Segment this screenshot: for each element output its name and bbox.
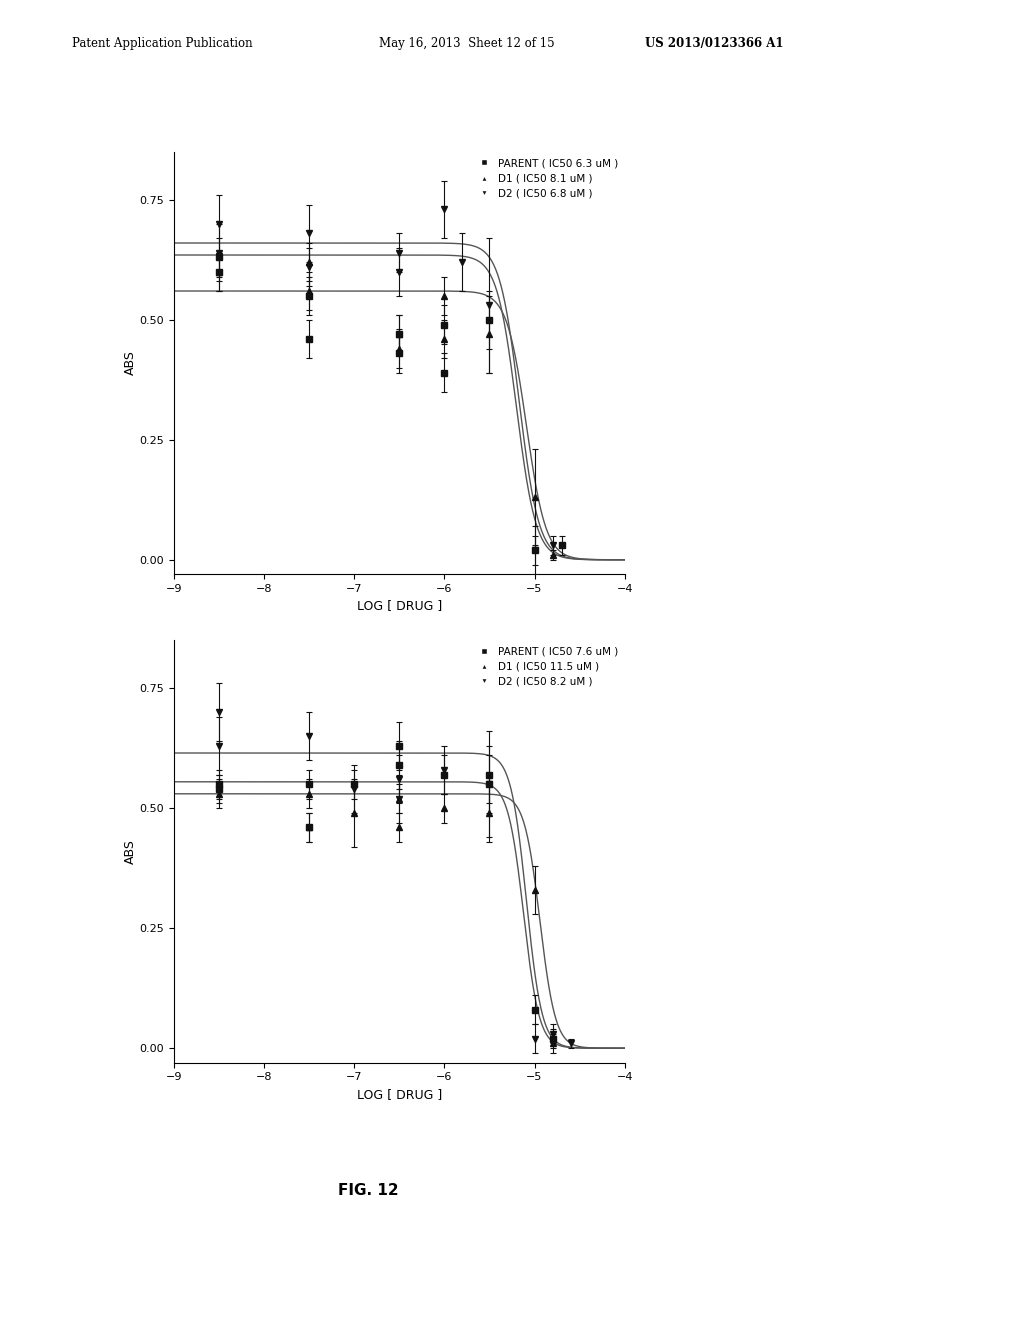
Text: Patent Application Publication: Patent Application Publication [72, 37, 252, 50]
Legend: PARENT ( IC50 6.3 uM ), D1 ( IC50 8.1 uM ), D2 ( IC50 6.8 uM ): PARENT ( IC50 6.3 uM ), D1 ( IC50 8.1 uM… [469, 154, 623, 203]
X-axis label: LOG [ DRUG ]: LOG [ DRUG ] [356, 599, 442, 612]
Y-axis label: ABS: ABS [124, 351, 137, 375]
Legend: PARENT ( IC50 7.6 uM ), D1 ( IC50 11.5 uM ), D2 ( IC50 8.2 uM ): PARENT ( IC50 7.6 uM ), D1 ( IC50 11.5 u… [469, 643, 623, 692]
Text: May 16, 2013  Sheet 12 of 15: May 16, 2013 Sheet 12 of 15 [379, 37, 555, 50]
X-axis label: LOG [ DRUG ]: LOG [ DRUG ] [356, 1088, 442, 1101]
Text: US 2013/0123366 A1: US 2013/0123366 A1 [645, 37, 783, 50]
Text: FIG. 12: FIG. 12 [338, 1183, 399, 1197]
Y-axis label: ABS: ABS [124, 840, 137, 863]
